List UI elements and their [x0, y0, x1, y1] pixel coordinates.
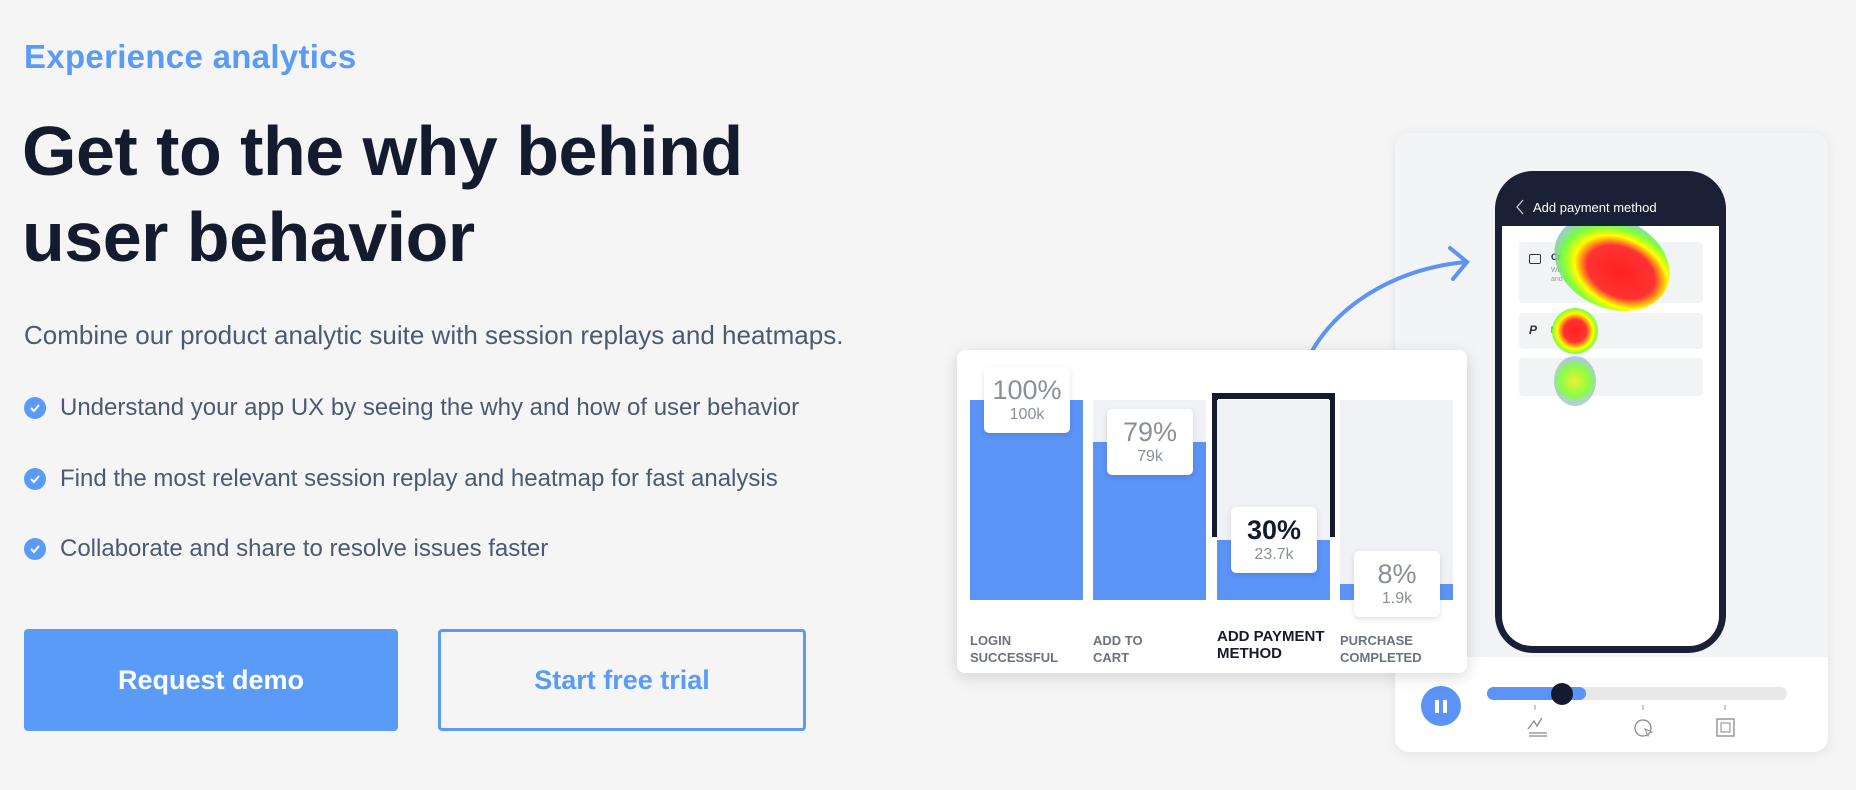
funnel-percent: 30% [1246, 515, 1302, 545]
label-line: LOGIN [970, 633, 1012, 648]
funnel-value-label: 8% 1.9k [1354, 551, 1440, 617]
label-line: ADD PAYMENT [1217, 628, 1325, 645]
click-icon[interactable] [1633, 705, 1663, 745]
label-line: CART [1093, 650, 1130, 665]
title-line: user behavior [22, 198, 475, 276]
label-line: METHOD [1217, 645, 1282, 662]
funnel-bar[interactable]: 30% 23.7k [1217, 400, 1330, 600]
bullet-text: Collaborate and share to resolve issues … [60, 535, 549, 562]
check-icon [24, 468, 46, 490]
subtitle: Combine our product analytic suite with … [24, 320, 844, 350]
funnel-count: 100k [1009, 406, 1045, 423]
timeline-handle[interactable] [1551, 683, 1573, 705]
funnel-bar[interactable]: 8% 1.9k [1340, 400, 1453, 617]
bullet-text: Find the most relevant session replay an… [60, 465, 778, 492]
funnel-bar[interactable]: 79% 79k [1093, 400, 1206, 600]
bullet-item: Understand your app UX by seeing the why… [24, 394, 799, 422]
funnel-count: 23.7k [1254, 546, 1294, 563]
phone-screen: Credit or Debit Card We support ... issu… [1502, 226, 1719, 646]
card-title: Credit or Debit Card [1551, 252, 1637, 262]
payment-option-paypal[interactable]: P PayPal [1519, 313, 1703, 349]
request-demo-button[interactable]: Request demo [24, 629, 398, 731]
payment-option-card[interactable]: Credit or Debit Card We support ... issu… [1519, 242, 1703, 303]
start-free-trial-button[interactable]: Start free trial [438, 629, 806, 731]
funnel-step-label: ADD TO CART [1093, 632, 1206, 666]
label-line: SUCCESSFUL [970, 650, 1059, 665]
paypal-icon: P [1529, 323, 1538, 337]
funnel-step-label: LOGIN SUCCESSFUL [970, 632, 1083, 666]
funnel-bar-fill [970, 400, 1083, 600]
page-title: Get to the why behind user behavior [22, 108, 743, 280]
funnel-value-label: 79% 79k [1107, 409, 1193, 475]
phone-header: Add payment method [1533, 200, 1657, 215]
funnel-count: 79k [1137, 448, 1163, 465]
bullet-text: Understand your app UX by seeing the why… [60, 394, 800, 421]
check-icon [24, 538, 46, 560]
title-line: Get to the why behind [22, 112, 743, 190]
card-desc: We support ... issued by Banco do B... a… [1551, 267, 1670, 283]
funnel-value-label: 30% 23.7k [1231, 507, 1317, 573]
check-icon [24, 397, 46, 419]
back-icon[interactable] [1515, 199, 1525, 215]
paypal-label: PayPal [1551, 325, 1581, 335]
rage-click-icon[interactable] [1525, 705, 1555, 745]
funnel-percent: 8% [1377, 559, 1417, 589]
bullet-item: Find the most relevant session replay an… [24, 465, 778, 493]
funnel-percent: 79% [1122, 417, 1178, 447]
replay-player [1395, 657, 1828, 752]
funnel-value-label: 100% 100k [984, 367, 1070, 433]
highlight-frame [1212, 393, 1335, 537]
label-line: ADD TO [1093, 633, 1143, 648]
eyebrow: Experience analytics [24, 38, 357, 75]
funnel-percent: 100% [992, 375, 1062, 405]
bullet-item: Collaborate and share to resolve issues … [24, 535, 548, 563]
timeline-slider[interactable] [1487, 683, 1787, 705]
funnel-step-label: ADD PAYMENT METHOD [1217, 628, 1330, 662]
card-icon [1529, 254, 1541, 264]
pause-button[interactable] [1421, 686, 1461, 726]
funnel-count: 1.9k [1381, 590, 1413, 607]
label-line: PURCHASE [1340, 633, 1413, 648]
element-select-icon[interactable] [1715, 705, 1745, 745]
funnel-chart: 100% 100k LOGIN SUCCESSFUL 79% 79k ADD TO CART 3… [957, 350, 1467, 673]
funnel-bar[interactable]: 100% 100k [970, 367, 1083, 600]
payment-option[interactable] [1519, 358, 1703, 396]
funnel-step-label: PURCHASE COMPLETED [1340, 632, 1453, 666]
label-line: COMPLETED [1340, 650, 1422, 665]
